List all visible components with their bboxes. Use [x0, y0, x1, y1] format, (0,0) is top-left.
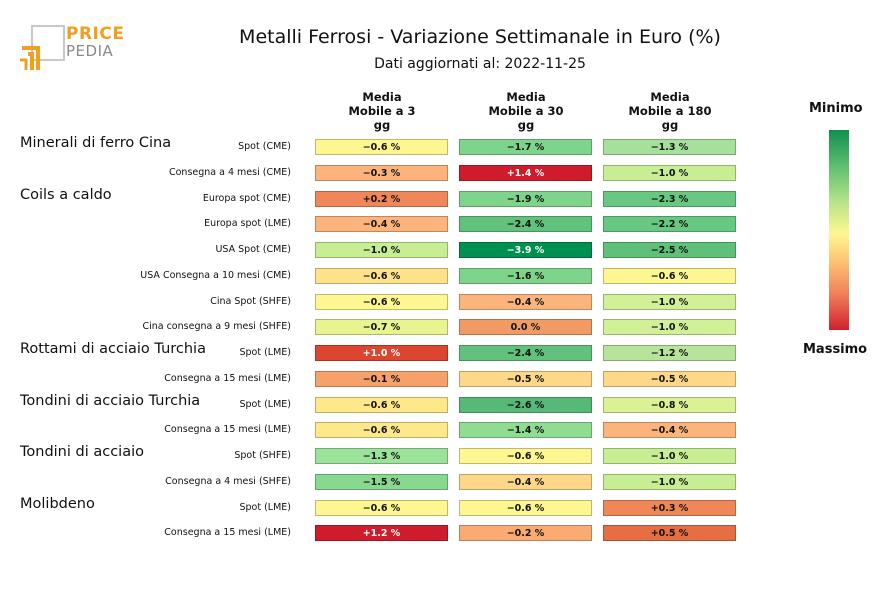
row-label: Spot (CME) — [238, 141, 291, 152]
heatmap-cell: −2.5 % — [603, 242, 736, 258]
row-label: USA Consegna a 10 mesi (CME) — [140, 269, 291, 281]
heatmap-cell: +1.0 % — [315, 345, 448, 361]
heatmap-cell: −0.4 % — [459, 293, 592, 310]
group-label: Coils a caldo — [20, 186, 112, 203]
heatmap-cell: −1.0 % — [603, 473, 736, 490]
heatmap-cell: −3.9 % — [459, 242, 592, 258]
row-label: USA Spot (CME) — [215, 244, 291, 255]
heatmap-cell: +0.3 % — [603, 499, 736, 516]
row-label: Spot (LME) — [239, 398, 291, 410]
heatmap-cell: −2.2 % — [603, 216, 736, 233]
row-label: Spot (LME) — [239, 501, 291, 513]
pricepedia-logo: PRICE PEDIA — [18, 24, 128, 74]
heatmap-cell: −0.5 % — [603, 370, 736, 387]
legend-min-label: Minimo — [809, 101, 863, 116]
heatmap-cell: −0.4 % — [459, 473, 592, 490]
heatmap-cell: −1.3 % — [603, 139, 736, 155]
row-label: Consegna a 4 mesi (SHFE) — [165, 475, 291, 487]
group-label: Minerali di ferro Cina — [20, 135, 172, 151]
heatmap-cell: −0.6 % — [315, 396, 448, 413]
logo-wordmark-pedia: PEDIA — [66, 42, 114, 60]
heatmap-cell: −1.0 % — [603, 319, 736, 336]
heatmap-cell: −1.4 % — [459, 422, 592, 439]
row-label: Cina Spot (SHFE) — [210, 295, 291, 307]
group-label: Tondini di acciaio Turchia — [20, 392, 201, 409]
row-label: Consegna a 15 mesi (LME) — [164, 372, 291, 384]
heatmap-cell: −0.8 % — [603, 396, 736, 413]
heatmap-cell: +0.2 % — [315, 190, 448, 207]
group-label: Rottami di acciaio Turchia — [20, 341, 206, 357]
heatmap-cell: −1.9 % — [459, 190, 592, 207]
heatmap-cell: −0.2 % — [459, 525, 592, 542]
row-label: Spot (LME) — [239, 347, 291, 358]
heatmap-cell: +1.4 % — [459, 164, 592, 181]
heatmap-cell: −1.6 % — [459, 267, 592, 284]
heatmap-cell: −2.3 % — [603, 190, 736, 207]
row-label: Europa spot (CME) — [202, 192, 291, 204]
heatmap-cell: −0.6 % — [315, 499, 448, 516]
heatmap-cell: −2.4 % — [459, 345, 592, 361]
heatmap-cell: −0.6 % — [315, 293, 448, 310]
heatmap-cell: −1.2 % — [603, 345, 736, 361]
heatmap-cell: −0.6 % — [315, 422, 448, 439]
heatmap-cell: −1.0 % — [603, 293, 736, 310]
heatmap-cell: −1.0 % — [315, 242, 448, 258]
legend-max-label: Massimo — [803, 342, 868, 357]
row-label: Cina consegna a 9 mesi (SHFE) — [142, 321, 291, 333]
row-label: Spot (SHFE) — [234, 450, 291, 461]
heatmap-cell: −0.4 % — [603, 422, 736, 439]
group-label: Molibdeno — [20, 495, 95, 512]
row-label: Consegna a 4 mesi (CME) — [168, 166, 291, 178]
row-label: Europa spot (LME) — [204, 218, 291, 230]
heatmap-cell: −2.4 % — [459, 216, 592, 233]
column-header: Media Mobile a 3 gg — [348, 90, 416, 132]
heatmap-cell: −0.4 % — [315, 216, 448, 233]
heatmap-cell: −0.6 % — [315, 267, 448, 284]
column-header: Media Mobile a 180 gg — [628, 90, 712, 132]
heatmap-cell: −0.6 % — [603, 267, 736, 284]
chart-title: Metalli Ferrosi - Variazione Settimanale… — [239, 26, 721, 48]
row-label: Consegna a 15 mesi (LME) — [164, 527, 291, 539]
logo-wordmark-price: PRICE — [66, 24, 125, 44]
heatmap-cell: −0.5 % — [459, 370, 592, 387]
heatmap-cell: −0.6 % — [315, 139, 448, 155]
column-header: Media Mobile a 30 gg — [488, 90, 564, 132]
pricepedia-logo-mark — [20, 25, 65, 70]
heatmap-cell: −0.7 % — [315, 319, 448, 336]
heatmap-cell: 0.0 % — [459, 319, 592, 336]
heatmap-cell: −1.7 % — [459, 139, 592, 155]
group-label: Tondini di acciaio — [20, 444, 145, 460]
heatmap-cell: +1.2 % — [315, 525, 448, 542]
heatmap-cell: −0.6 % — [459, 448, 592, 464]
heatmap-cell: −0.3 % — [315, 164, 448, 181]
heatmap-cell: −1.5 % — [315, 473, 448, 490]
row-label: Consegna a 15 mesi (LME) — [164, 424, 291, 436]
legend-color-scale — [829, 130, 849, 330]
chart-subtitle: Dati aggiornati al: 2022-11-25 — [374, 56, 586, 72]
heatmap-cell: −2.6 % — [459, 396, 592, 413]
heatmap-cell: −1.0 % — [603, 164, 736, 181]
heatmap-cell: −1.3 % — [315, 448, 448, 464]
heatmap-cell: −0.1 % — [315, 370, 448, 387]
heatmap-cell: +0.5 % — [603, 525, 736, 542]
heatmap-cell: −0.6 % — [459, 499, 592, 516]
heatmap-cell: −1.0 % — [603, 448, 736, 464]
